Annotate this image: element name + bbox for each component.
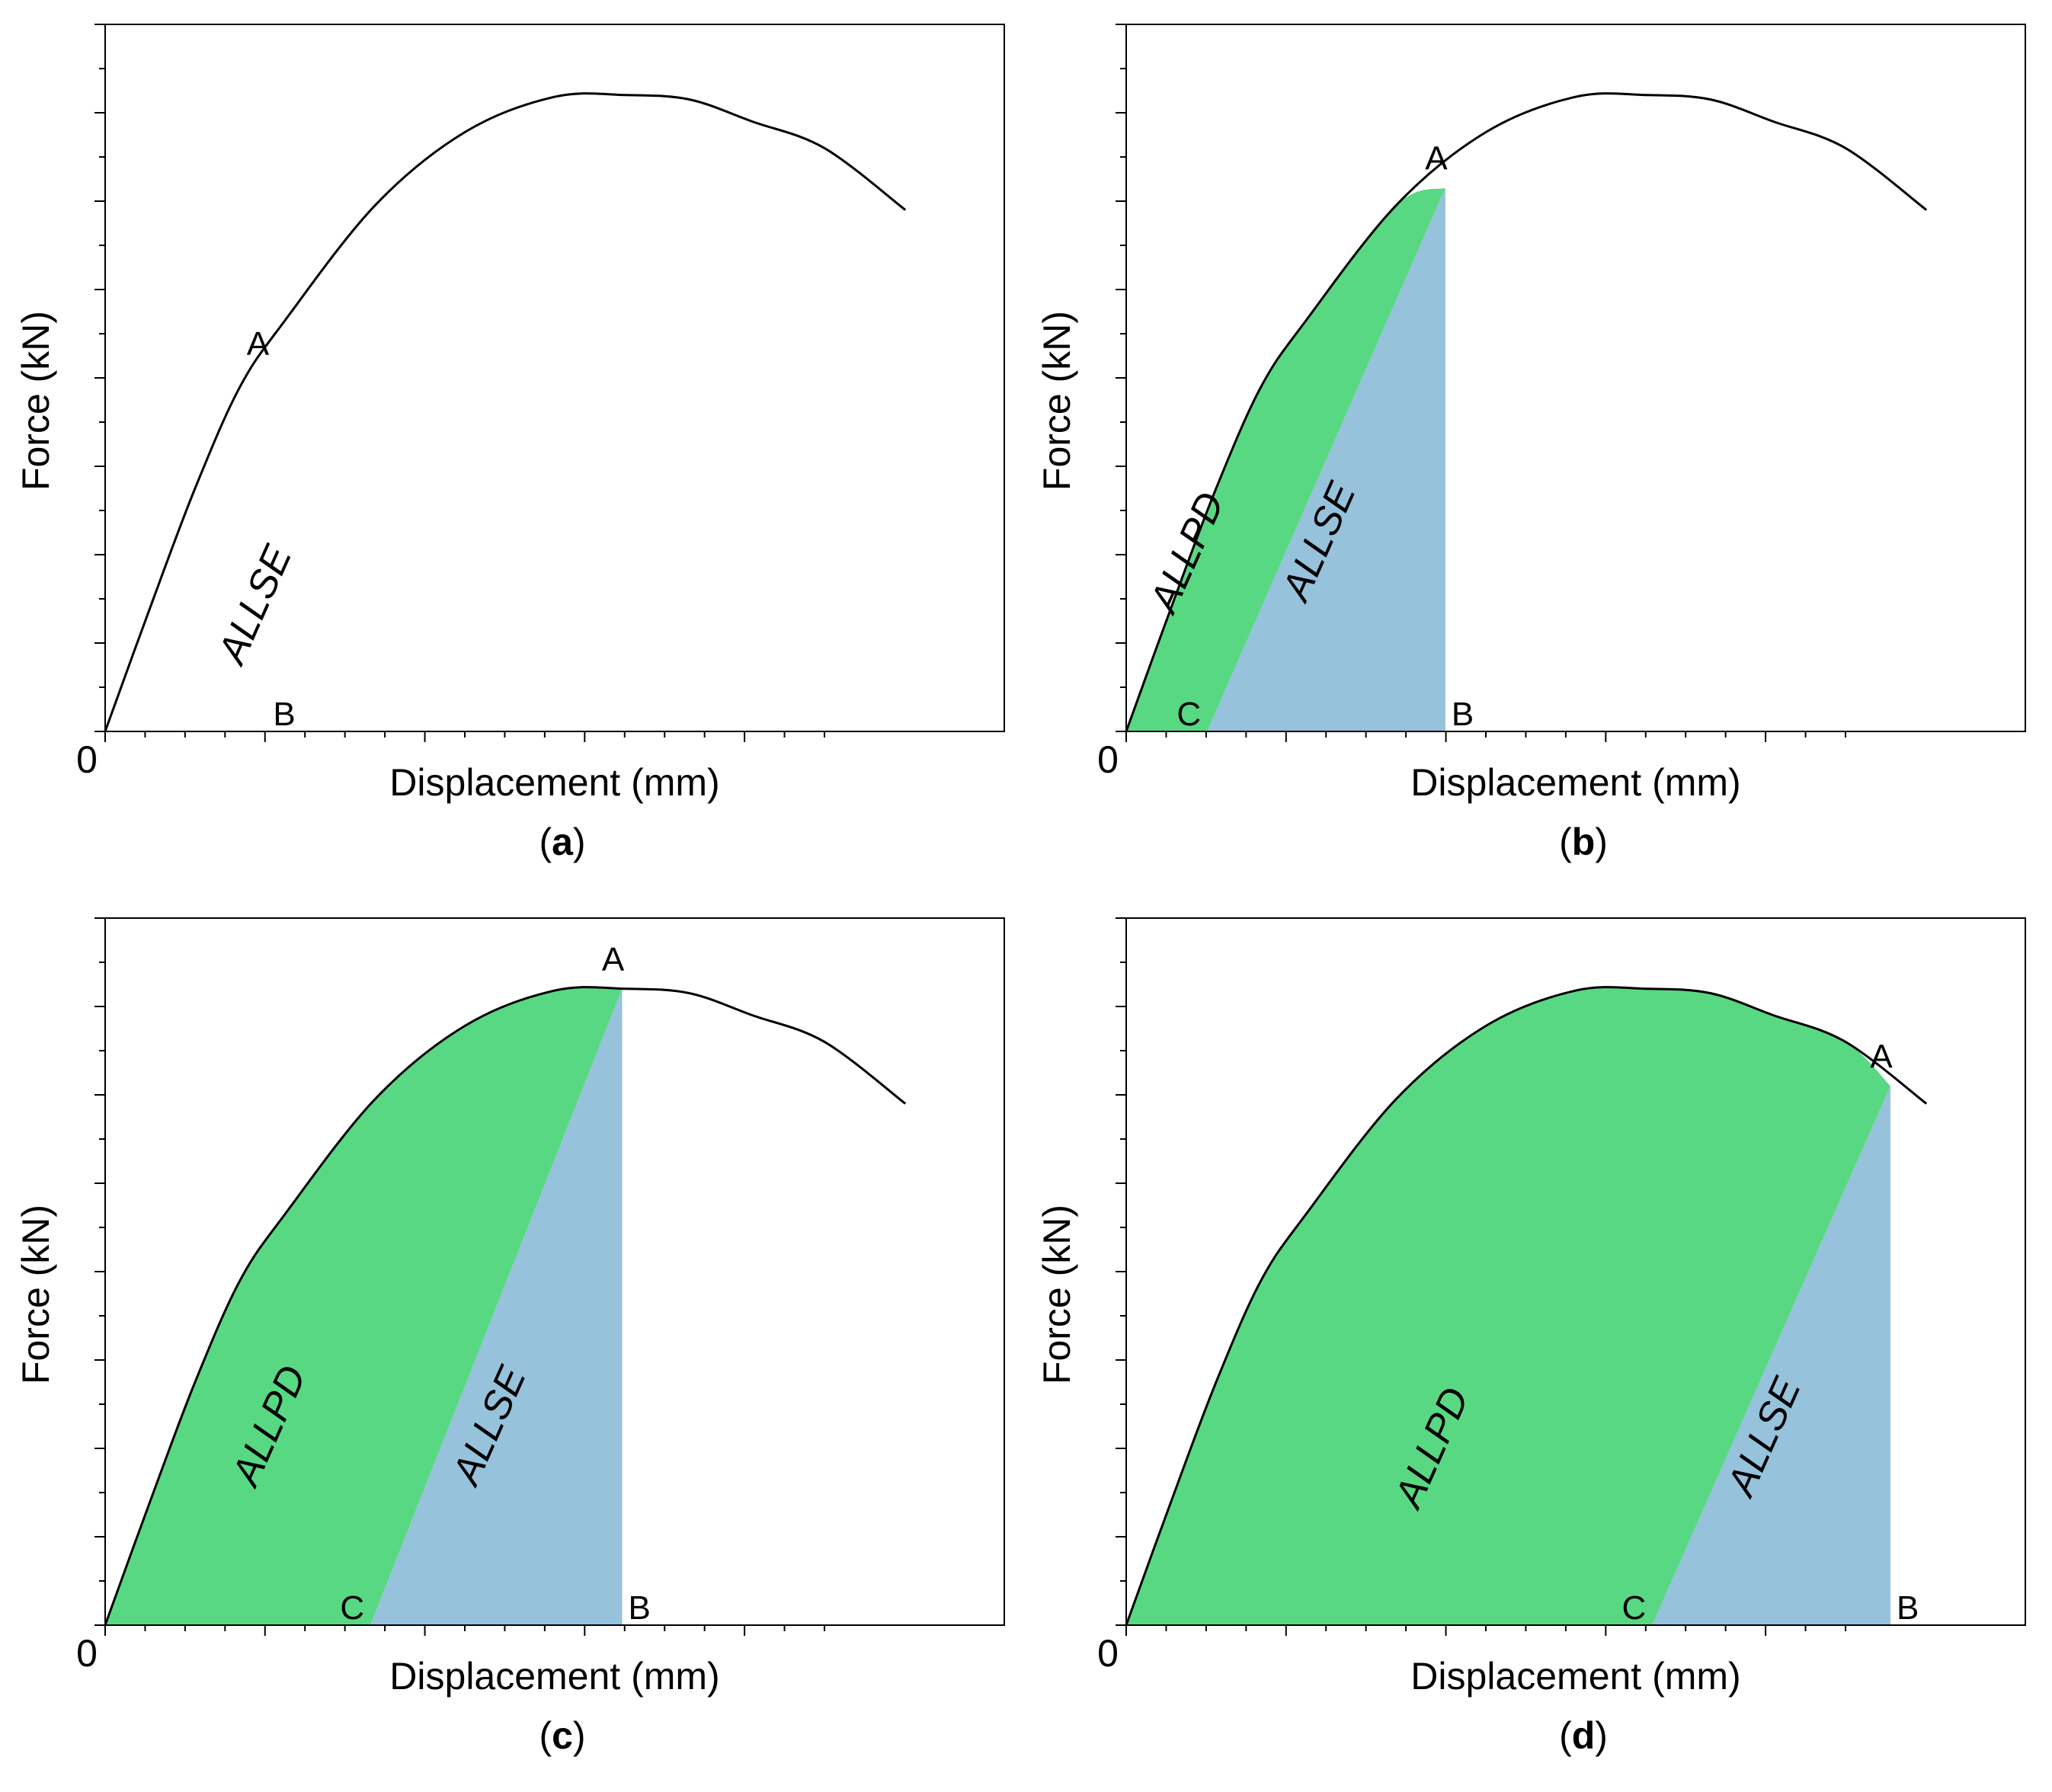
allpd-region	[1126, 187, 1445, 732]
caption-open-paren: (	[539, 1714, 552, 1757]
caption-close-paren: )	[1595, 1714, 1608, 1757]
point-c-label: C	[1622, 1589, 1647, 1627]
panel-caption: (a)	[539, 821, 585, 863]
x-origin-label: 0	[1097, 738, 1119, 781]
point-b-label: B	[1897, 1589, 1919, 1627]
allse-region	[1207, 187, 1445, 732]
x-origin-label: 0	[76, 738, 98, 781]
point-a-label: A	[602, 941, 625, 978]
y-axis-label: Force (kN)	[1036, 1205, 1078, 1384]
allpd-region	[105, 987, 623, 1625]
x-axis-label: Displacement (mm)	[389, 1655, 719, 1698]
point-b-label: B	[273, 696, 295, 733]
caption-letter: c	[552, 1714, 573, 1757]
force-curve	[1125, 92, 1928, 732]
allse-region	[370, 988, 623, 1625]
allpd-region	[1126, 987, 1890, 1625]
point-a-label: A	[1870, 1038, 1893, 1075]
x-axis-label: Displacement (mm)	[1410, 761, 1740, 804]
panel-caption: (d)	[1559, 1714, 1608, 1757]
chart-panel-a: A B ALLSE 0 Displacement (mm) Force (kN) (a)	[14, 24, 1005, 863]
panel-caption: (c)	[539, 1714, 585, 1757]
caption-close-paren: )	[1595, 821, 1608, 863]
x-origin-label: 0	[1097, 1632, 1119, 1675]
y-axis-label: Force (kN)	[14, 311, 57, 491]
y-axis-label: Force (kN)	[14, 1205, 57, 1384]
point-a-label: A	[1425, 140, 1448, 178]
allse-region	[1652, 1086, 1890, 1625]
y-axis-label: Force (kN)	[1036, 311, 1078, 491]
x-axis-label: Displacement (mm)	[389, 761, 719, 804]
caption-letter: a	[552, 821, 574, 863]
x-origin-label: 0	[76, 1632, 98, 1675]
point-b-label: B	[629, 1589, 651, 1627]
force-curve	[1125, 986, 1928, 1626]
point-c-label: C	[1176, 696, 1201, 733]
x-axis-label: Displacement (mm)	[1410, 1655, 1740, 1698]
force-curve	[104, 986, 907, 1626]
caption-close-paren: )	[573, 821, 586, 863]
point-a-label: A	[247, 325, 270, 363]
caption-open-paren: (	[539, 821, 552, 863]
allse-label: ALLSE	[209, 538, 301, 671]
caption-close-paren: )	[573, 1714, 586, 1757]
panel-caption: (b)	[1559, 821, 1608, 863]
caption-letter: b	[1572, 821, 1596, 863]
caption-open-paren: (	[1559, 1714, 1572, 1757]
caption-open-paren: (	[1559, 821, 1572, 863]
point-b-label: B	[1452, 696, 1474, 733]
caption-letter: d	[1572, 1714, 1596, 1757]
point-c-label: C	[340, 1589, 364, 1627]
force-curve	[104, 92, 907, 732]
